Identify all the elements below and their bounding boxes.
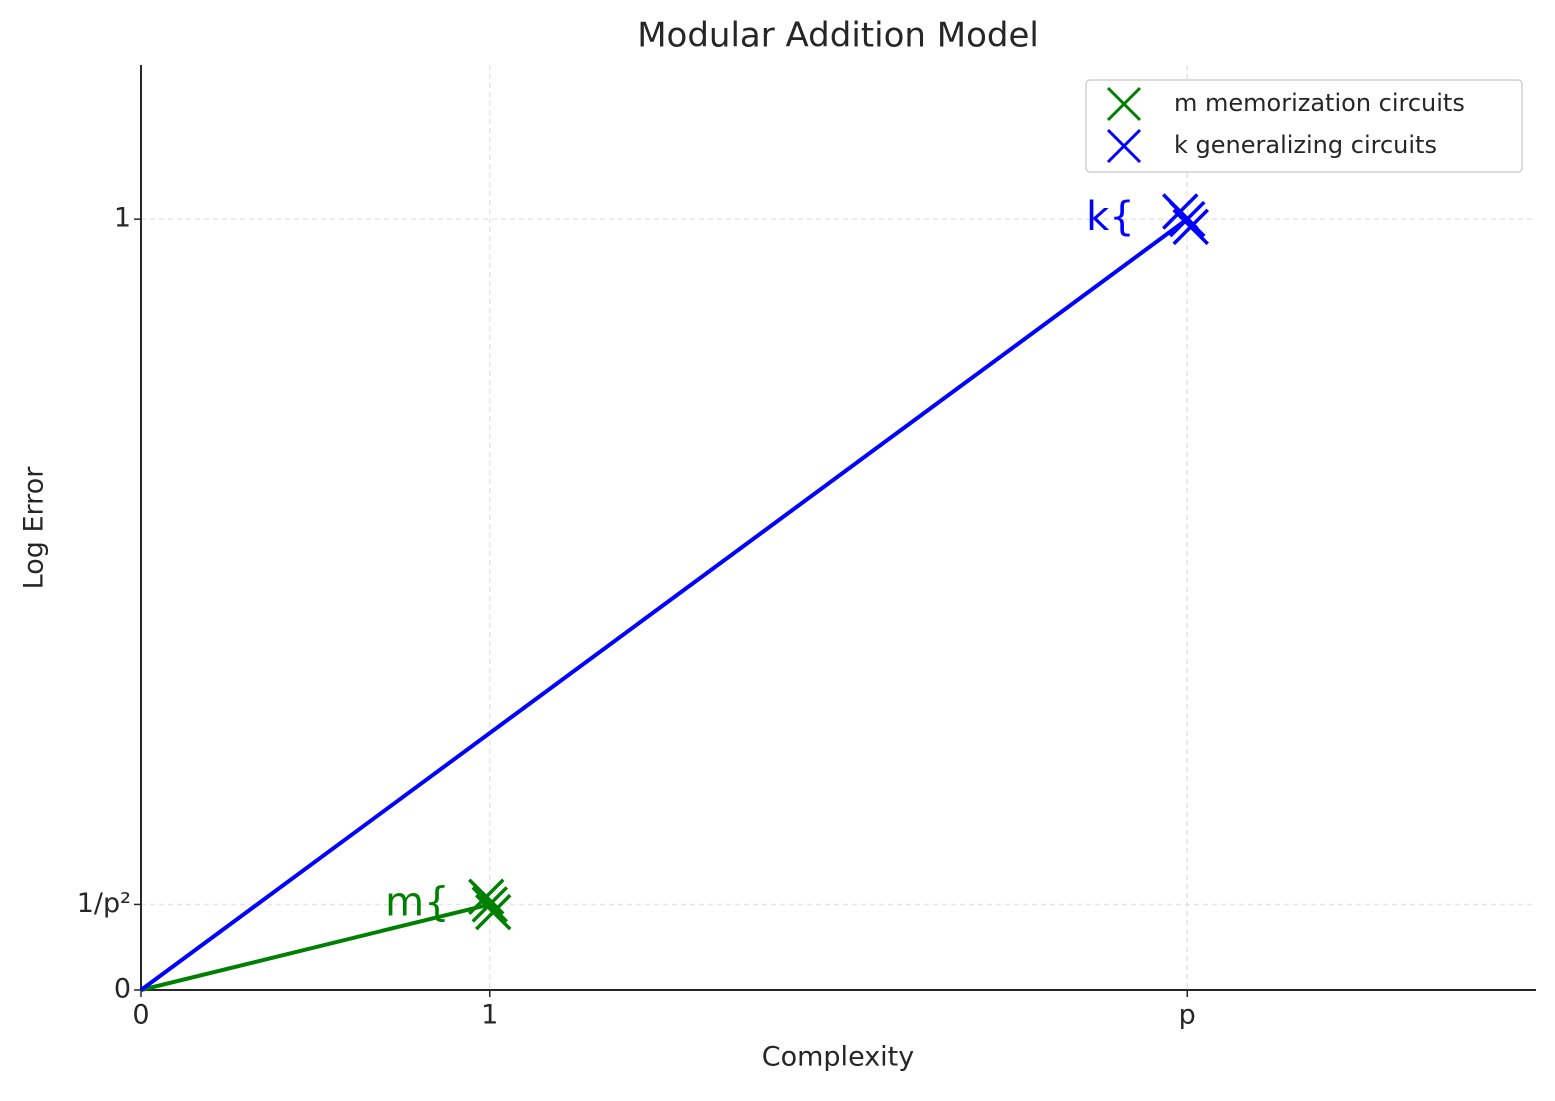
legend-label: m memorization circuits: [1174, 89, 1465, 117]
y-tick-label: 1/p²: [77, 888, 131, 919]
annotation: m{: [385, 879, 449, 925]
y-tick-label: 0: [114, 974, 131, 1005]
legend-marker: [1106, 86, 1142, 122]
x-tick-label: 0: [132, 1000, 149, 1031]
legend-marker: [1106, 128, 1142, 164]
marker: [471, 886, 508, 923]
legend-box: [1085, 79, 1523, 173]
line: [140, 902, 491, 992]
y-tick-label: 1: [114, 203, 131, 234]
x-tick-label: p: [1179, 1000, 1196, 1031]
annotation: k{: [1086, 194, 1135, 240]
legend-label: k generalizing circuits: [1174, 131, 1437, 159]
marker: [474, 893, 512, 931]
marker: [1169, 200, 1206, 238]
marker: [1172, 208, 1209, 246]
chart-title: Modular Addition Model: [637, 16, 1039, 56]
x-tick-label: 1: [481, 1000, 498, 1031]
y-axis-label: Log Error: [19, 466, 50, 590]
line: [139, 217, 1189, 992]
legend: m memorization circuits k generalizing ci…: [1085, 79, 1523, 173]
x-axis-label: Complexity: [762, 1042, 915, 1073]
